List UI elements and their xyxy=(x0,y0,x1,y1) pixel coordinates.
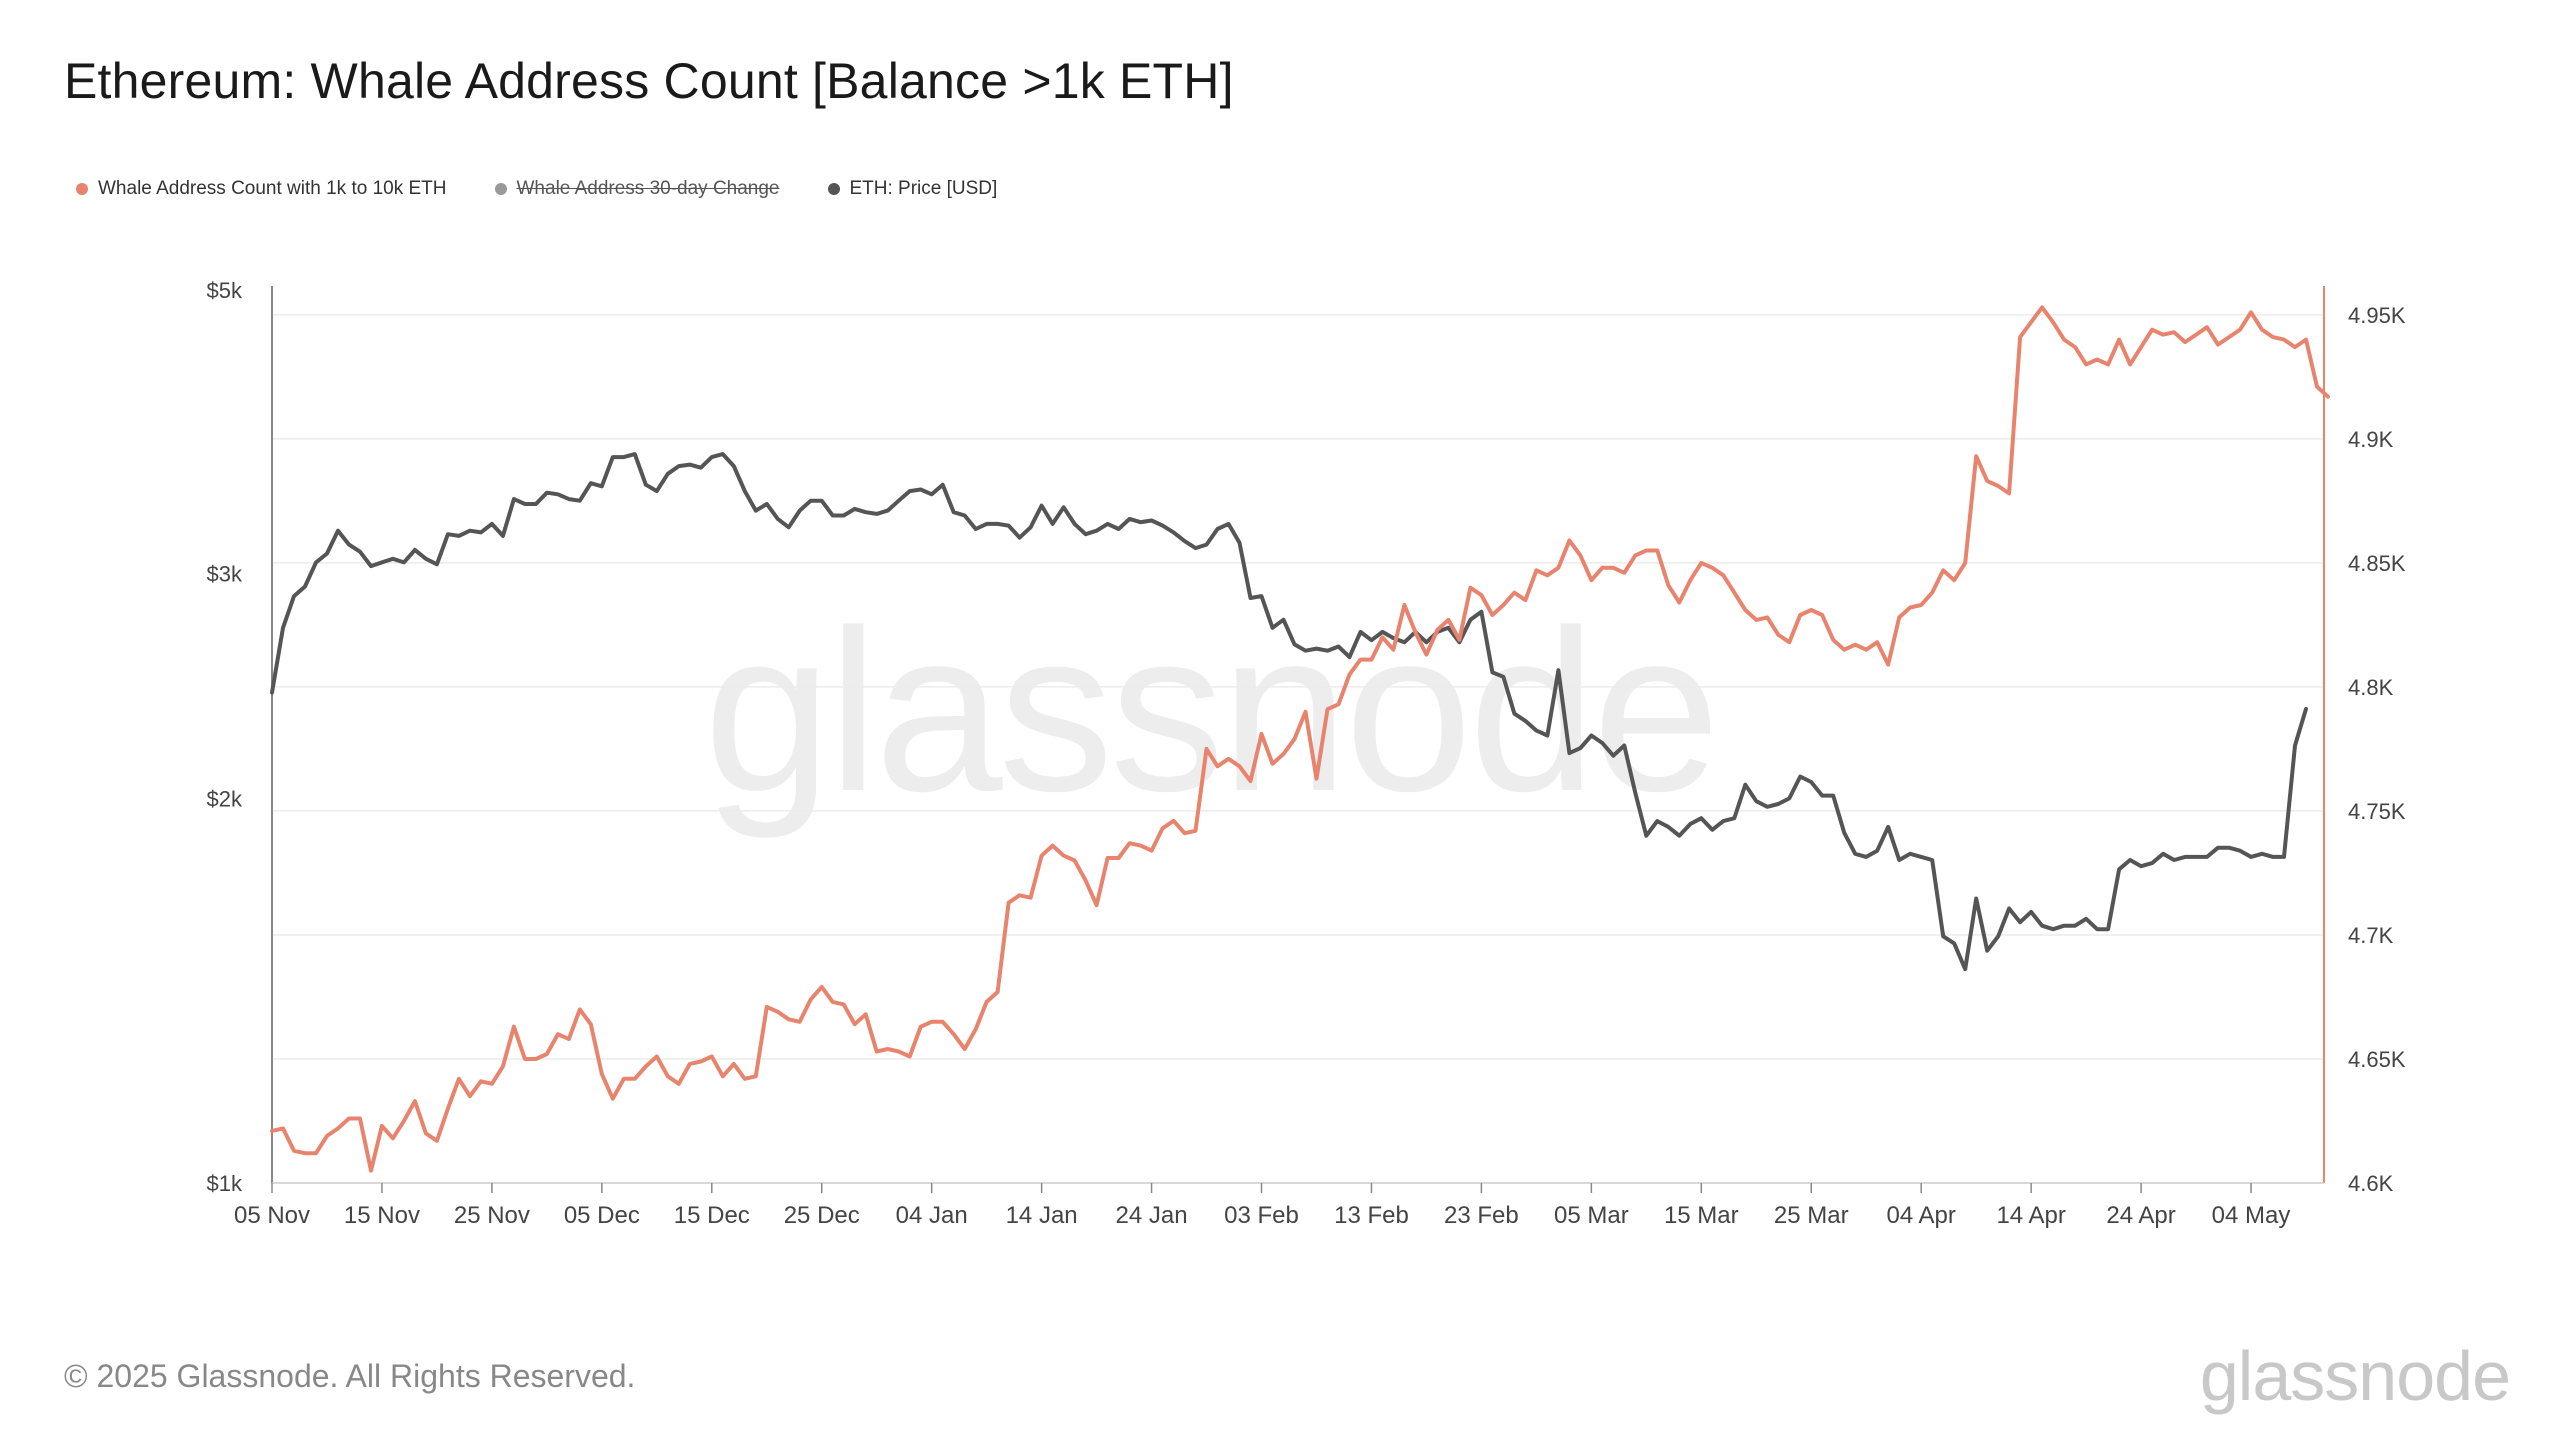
x-axis-tick-label: 04 May xyxy=(2212,1202,2291,1229)
legend-dot-icon xyxy=(76,183,88,195)
series-layer xyxy=(270,305,2330,1173)
series-line-eth-price[interactable] xyxy=(270,452,2308,972)
legend-dot-icon xyxy=(827,183,840,195)
x-axis-tick-label: 25 Dec xyxy=(784,1202,860,1229)
brand-logo: glassnode xyxy=(2199,1337,2511,1415)
legend-label: Whale Address 30-day Change xyxy=(516,178,780,199)
chart-title: Ethereum: Whale Address Count [Balance >… xyxy=(64,53,1234,109)
x-axis-tick-label: 15 Dec xyxy=(674,1202,750,1229)
x-axis-tick-label: 15 Mar xyxy=(1664,1202,1739,1229)
x-axis-tick-label: 25 Mar xyxy=(1774,1202,1849,1229)
x-axis-tick-label: 24 Apr xyxy=(2106,1202,2175,1229)
legend-item-eth-price[interactable]: ETH: Price [USD] xyxy=(827,178,998,200)
x-axis-tick-label: 04 Jan xyxy=(896,1202,968,1229)
copyright-text: © 2025 Glassnode. All Rights Reserved. xyxy=(64,1358,636,1394)
legend-dot-icon xyxy=(494,183,507,195)
right-axis-tick-label: 4.6K xyxy=(2348,1171,2394,1196)
right-axis-tick-label: 4.95K xyxy=(2348,303,2406,328)
x-axis-tick-label: 15 Nov xyxy=(344,1202,420,1229)
right-axis-tick-label: 4.65K xyxy=(2348,1047,2406,1072)
left-axis-tick-label: $5k xyxy=(207,278,243,303)
x-axis-tick-label: 14 Apr xyxy=(1996,1202,2065,1229)
x-axis-tick-label: 05 Nov xyxy=(234,1202,310,1229)
x-axis-tick-label: 23 Feb xyxy=(1444,1202,1519,1229)
right-axis-tick-label: 4.7K xyxy=(2348,923,2394,948)
right-axis-tick-label: 4.85K xyxy=(2348,551,2406,576)
legend: Whale Address Count with 1k to 10k ETH W… xyxy=(76,178,997,200)
x-axis-tick-label: 05 Dec xyxy=(564,1202,640,1229)
legend-item-30day-change[interactable]: Whale Address 30-day Change xyxy=(494,178,780,200)
grid-lines xyxy=(272,314,2324,1060)
series-line-whale-count[interactable] xyxy=(270,305,2330,1173)
left-axis-tick-label: $2k xyxy=(207,786,243,811)
line-chart[interactable]: glassnode 4.6K4.65K4.7K4.75K4.8K4.85K4.9… xyxy=(0,0,2560,1300)
x-axis-tick-label: 24 Jan xyxy=(1116,1202,1188,1229)
x-axis-tick-label: 04 Apr xyxy=(1886,1202,1955,1229)
right-axis-tick-label: 4.75K xyxy=(2348,799,2406,824)
axes: 4.6K 4.65K 4.7K 4.75K 4.8K 4.85K 4.9K 4.95K $1k $… xyxy=(207,278,2406,1229)
x-axis-tick-label: 25 Nov xyxy=(454,1202,530,1229)
x-axis-tick-label: 03 Feb xyxy=(1224,1202,1299,1229)
x-axis-tick-label: 05 Mar xyxy=(1554,1202,1629,1229)
left-axis-tick-label: $3k xyxy=(207,561,243,586)
x-axis-tick-label: 13 Feb xyxy=(1334,1202,1409,1229)
legend-label: Whale Address Count with 1k to 10k ETH xyxy=(98,178,447,199)
legend-label: ETH: Price [USD] xyxy=(849,178,998,199)
left-axis-tick-label: $1k xyxy=(207,1171,243,1196)
legend-item-whale-count[interactable]: Whale Address Count with 1k to 10k ETH xyxy=(76,178,447,200)
right-axis-tick-label: 4.8K xyxy=(2348,675,2394,700)
right-axis-tick-label: 4.9K xyxy=(2348,427,2394,452)
x-axis-tick-label: 14 Jan xyxy=(1006,1202,1078,1229)
